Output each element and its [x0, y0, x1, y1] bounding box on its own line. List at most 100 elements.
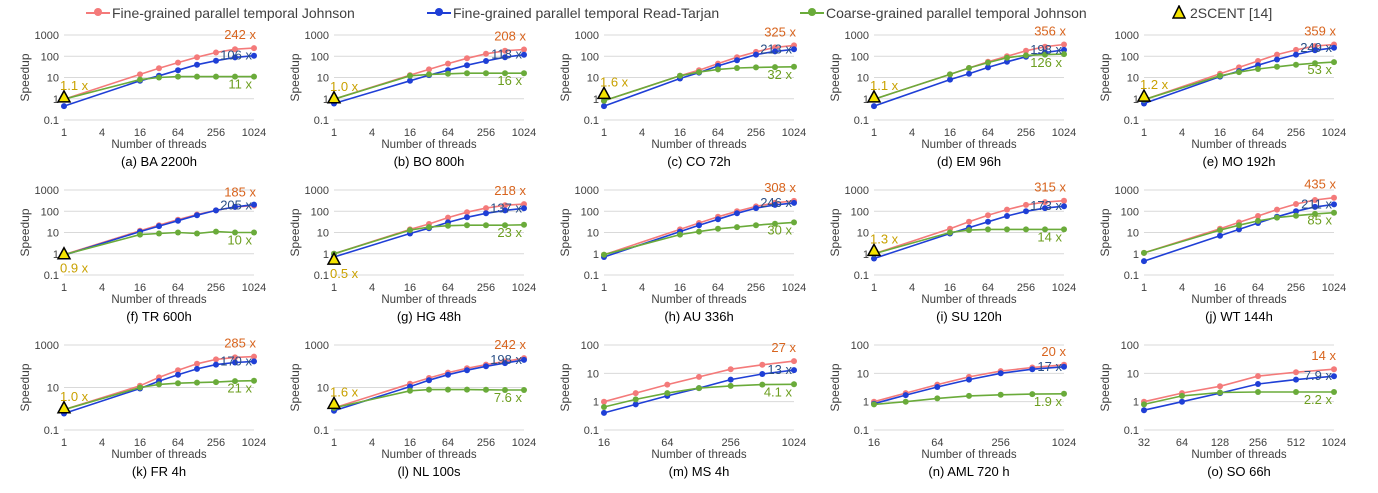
y-tick-label: 1000 — [1115, 30, 1139, 42]
data-point-fine-readtarjan — [407, 77, 413, 84]
end-label-coarse-johnson: 7.6 x — [494, 390, 523, 405]
x-tick-label: 1024 — [1052, 127, 1076, 139]
x-tick-label: 1 — [1141, 127, 1147, 139]
y-axis-title: Speedup — [1098, 53, 1112, 101]
data-point-coarse-johnson — [407, 72, 413, 79]
end-label-fine-johnson: 435 x — [1304, 177, 1336, 192]
y-tick-label: 0.1 — [44, 270, 59, 282]
data-point-fine-readtarjan — [734, 57, 740, 64]
x-tick-label: 1 — [331, 282, 337, 294]
data-point-fine-readtarjan — [1061, 363, 1067, 370]
data-point-fine-readtarjan — [426, 377, 432, 384]
y-tick-label: 1 — [53, 249, 59, 261]
y-axis-title: Speedup — [1098, 208, 1112, 256]
data-point-coarse-johnson — [772, 220, 778, 227]
data-point-fine-readtarjan — [213, 207, 219, 214]
panel-caption: (g) HG 48h — [397, 309, 461, 324]
data-point-coarse-johnson — [194, 73, 200, 80]
data-point-coarse-johnson — [1023, 52, 1029, 59]
data-point-fine-readtarjan — [715, 216, 721, 223]
end-label-coarse-johnson: 85 x — [1307, 213, 1332, 228]
x-tick-label: 256 — [1249, 437, 1267, 449]
chart-panel-m: 0.1 1 10 100 16 64 256 1024 Number of threads Spe… — [558, 340, 806, 479]
data-point-coarse-johnson — [213, 228, 219, 235]
data-point-fine-readtarjan — [1293, 208, 1299, 215]
data-point-coarse-johnson — [759, 381, 766, 388]
y-tick-label: 0.1 — [44, 425, 59, 437]
panel-caption: (m) MS 4h — [669, 464, 730, 479]
data-point-fine-johnson — [426, 66, 432, 73]
data-point-coarse-johnson — [464, 222, 470, 229]
data-point-coarse-johnson — [1061, 226, 1067, 233]
series-line-fine-readtarjan — [333, 359, 525, 412]
data-point-coarse-johnson — [601, 97, 607, 104]
y-tick-label: 10 — [587, 73, 599, 85]
x-tick-label: 256 — [477, 127, 495, 139]
data-point-fine-readtarjan — [1004, 213, 1010, 219]
data-point-fine-readtarjan — [753, 205, 759, 212]
y-tick-label: 0.1 — [854, 425, 869, 437]
y-tick-label: 10 — [47, 228, 59, 240]
x-tick-label: 64 — [982, 282, 994, 294]
end-label-fine-johnson: 359 x — [1304, 23, 1336, 38]
data-point-fine-johnson — [1274, 51, 1280, 58]
end-label-coarse-johnson: 32 x — [767, 67, 792, 82]
x-tick-label: 4 — [369, 437, 375, 449]
y-tick-label: 0.1 — [314, 425, 329, 437]
end-label-fine-readtarjan: 213 x — [760, 41, 792, 56]
data-point-coarse-johnson — [175, 380, 181, 387]
data-point-coarse-johnson — [1061, 51, 1067, 58]
panel-caption: (c) CO 72h — [667, 154, 731, 169]
y-axis-title: Speedup — [288, 208, 302, 256]
series-line-fine-johnson — [63, 355, 255, 411]
x-tick-label: 256 — [1017, 282, 1035, 294]
data-point-fine-readtarjan — [502, 54, 508, 61]
data-point-fine-johnson — [464, 55, 470, 62]
x-tick-label: 256 — [747, 282, 765, 294]
data-point-fine-readtarjan — [502, 360, 508, 367]
data-point-coarse-johnson — [156, 381, 162, 388]
x-tick-label: 64 — [442, 282, 454, 294]
baseline-2scent-marker — [326, 395, 342, 410]
data-point-coarse-johnson — [137, 76, 143, 83]
data-point-coarse-johnson — [677, 72, 683, 79]
data-point-fine-readtarjan — [902, 392, 909, 399]
x-tick-label: 1 — [61, 282, 67, 294]
data-point-coarse-johnson — [1331, 389, 1337, 395]
series-line-coarse-johnson — [1143, 391, 1334, 406]
data-point-coarse-johnson — [947, 71, 953, 78]
end-label-fine-johnson: 285 x — [224, 336, 256, 351]
data-point-coarse-johnson — [985, 226, 991, 233]
data-point-fine-readtarjan — [464, 214, 470, 221]
end-label-coarse-johnson: 53 x — [1307, 62, 1332, 77]
data-point-coarse-johnson — [791, 63, 797, 70]
data-point-fine-readtarjan — [947, 76, 953, 83]
data-point-fine-johnson — [632, 390, 639, 397]
baseline-label-2scent: 1.6 x — [330, 384, 359, 399]
x-axis-title: Number of threads — [651, 139, 746, 151]
data-point-fine-readtarjan — [251, 201, 257, 208]
data-point-fine-johnson — [1293, 369, 1299, 376]
data-point-coarse-johnson — [213, 379, 219, 386]
data-point-coarse-johnson — [407, 227, 413, 234]
data-point-coarse-johnson — [947, 229, 953, 236]
y-tick-label: 10 — [317, 73, 329, 85]
x-tick-label: 4 — [99, 437, 105, 449]
data-point-fine-readtarjan — [194, 365, 200, 372]
baseline-2scent-marker — [866, 89, 882, 103]
y-axis-title: Speedup — [558, 363, 572, 411]
data-point-fine-readtarjan — [232, 203, 238, 210]
y-tick-label: 10 — [587, 228, 599, 240]
data-point-coarse-johnson — [966, 65, 972, 71]
panel-caption: (d) EM 96h — [937, 154, 1001, 169]
x-axis-title: Number of threads — [1191, 449, 1286, 461]
end-label-coarse-johnson: 10 x — [227, 233, 252, 248]
data-point-coarse-johnson — [426, 71, 432, 78]
data-point-fine-readtarjan — [213, 57, 219, 64]
x-tick-label: 4 — [369, 127, 375, 139]
y-axis-title: Speedup — [18, 53, 32, 101]
data-point-fine-readtarjan — [753, 51, 759, 58]
